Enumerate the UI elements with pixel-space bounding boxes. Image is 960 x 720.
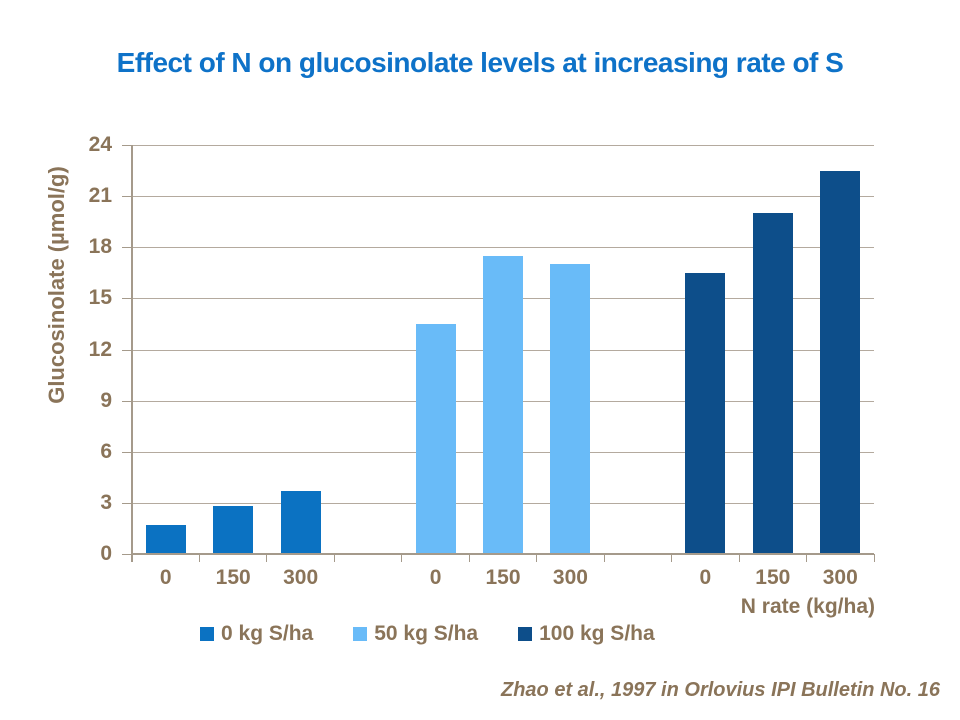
bar-50-kg-s-ha-n150 xyxy=(483,255,523,554)
legend-item: 50 kg S/ha xyxy=(353,622,478,646)
gridline xyxy=(132,196,874,198)
x-tick-mark xyxy=(738,554,740,562)
y-tick-label: 21 xyxy=(88,184,112,208)
y-tick-mark xyxy=(122,247,132,249)
x-tick-mark xyxy=(536,554,538,562)
x-tick-mark xyxy=(401,554,403,562)
y-tick-label: 24 xyxy=(88,133,112,156)
y-tick-mark xyxy=(122,349,132,351)
y-tick-label: 12 xyxy=(88,337,112,361)
legend-swatch-icon xyxy=(353,627,368,641)
bar-100-kg-s-ha-n150 xyxy=(752,213,793,554)
plot-area xyxy=(122,145,875,562)
legend-swatch-icon xyxy=(200,627,214,641)
x-tick-label: 150 xyxy=(485,566,521,589)
x-tick-mark xyxy=(603,554,605,562)
x-tick-label: 150 xyxy=(215,566,251,589)
y-tick-mark xyxy=(122,502,132,504)
legend-label: 0 kg S/ha xyxy=(221,622,314,645)
x-tick-label: 300 xyxy=(552,566,588,589)
y-tick-label: 3 xyxy=(100,490,112,514)
y-tick-labels: 0 3 6 9 12 15 18 21 24 xyxy=(40,133,112,565)
bar-0-kg-s-ha-n0 xyxy=(145,525,186,554)
bar-50-kg-s-ha-n0 xyxy=(415,323,456,554)
legend-item: 0 kg S/ha xyxy=(200,622,313,646)
legend-swatch-icon xyxy=(518,627,533,641)
gridline xyxy=(132,247,874,249)
x-tick-label: 0 xyxy=(699,566,712,589)
x-tick-labels: 0 150 300 0 150 300 0 150 300 xyxy=(132,566,874,592)
x-tick-mark xyxy=(198,554,200,562)
y-axis-line xyxy=(131,145,133,562)
y-tick-mark xyxy=(122,451,132,453)
y-tick-label: 6 xyxy=(100,439,112,463)
y-tick-mark xyxy=(122,196,132,198)
y-tick-label: 18 xyxy=(88,235,112,259)
y-tick-mark xyxy=(122,298,132,300)
x-tick-label: 150 xyxy=(755,566,791,589)
bar-0-kg-s-ha-n150 xyxy=(213,506,254,554)
y-tick-label: 0 xyxy=(100,542,112,565)
bar-100-kg-s-ha-n300 xyxy=(820,170,861,554)
x-tick-mark xyxy=(333,554,335,562)
y-tick-label: 15 xyxy=(88,286,112,310)
x-axis-title: N rate (kg/ha) xyxy=(740,595,875,618)
x-tick-label: 0 xyxy=(159,566,172,589)
x-tick-mark xyxy=(806,554,808,562)
x-axis-line xyxy=(131,553,874,555)
x-tick-mark xyxy=(671,554,673,562)
y-tick-mark xyxy=(122,145,132,146)
x-tick-label: 0 xyxy=(429,566,442,589)
chart-title: Effect of N on glucosinolate levels at i… xyxy=(116,47,844,78)
x-tick-mark xyxy=(873,554,875,562)
citation: Zhao et al., 1997 in Orlovius IPI Bullet… xyxy=(500,679,940,701)
y-tick-mark xyxy=(122,400,132,402)
gridline xyxy=(132,145,874,146)
legend: 0 kg S/ha 50 kg S/ha 100 kg S/ha xyxy=(200,622,655,646)
x-tick-mark xyxy=(266,554,268,562)
legend-item: 100 kg S/ha xyxy=(518,622,655,646)
legend-label: 100 kg S/ha xyxy=(539,622,655,645)
legend-label: 50 kg S/ha xyxy=(374,622,479,645)
y-tick-label: 9 xyxy=(100,388,112,412)
bar-0-kg-s-ha-n300 xyxy=(280,490,321,554)
x-tick-label: 300 xyxy=(283,566,319,589)
x-tick-mark xyxy=(468,554,470,562)
bar-100-kg-s-ha-n0 xyxy=(685,272,726,554)
x-tick-label: 300 xyxy=(822,566,858,589)
bar-50-kg-s-ha-n300 xyxy=(550,264,591,554)
y-tick-mark xyxy=(122,554,132,555)
